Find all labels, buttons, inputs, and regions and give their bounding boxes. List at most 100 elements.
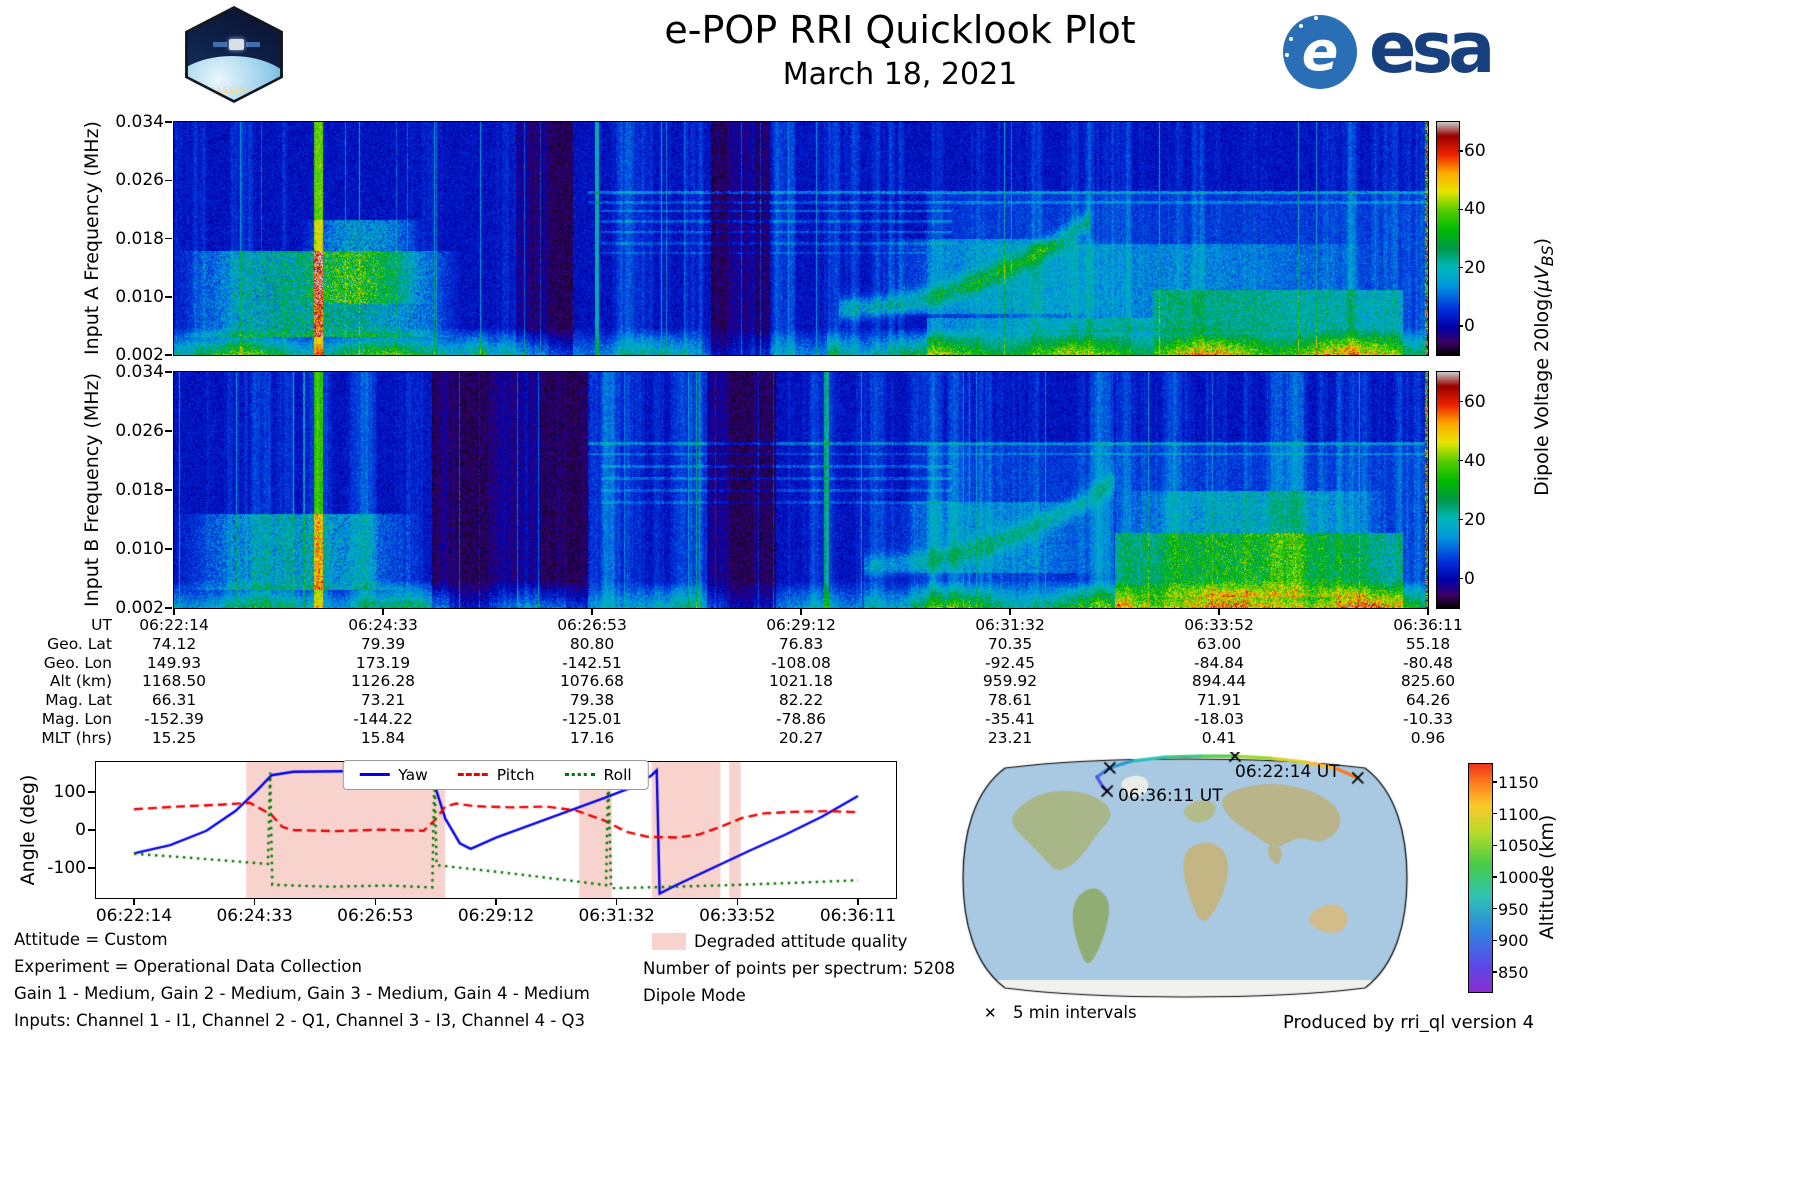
tick-mark — [1458, 325, 1463, 327]
page-title: e-POP RRI Quicklook Plot — [664, 8, 1136, 52]
dipole-mode-label: Dipole Mode — [643, 986, 746, 1005]
legend-label: Roll — [603, 765, 632, 784]
frequency-tick-label: 0.026 — [115, 421, 164, 441]
esa-emblem-letter: e — [1301, 20, 1339, 83]
degraded-label: Degraded attitude quality — [694, 932, 908, 951]
ephemeris-value: 74.12 — [151, 634, 197, 653]
tick-mark — [591, 609, 593, 615]
ephemeris-value: -108.08 — [771, 653, 831, 672]
tick-mark — [1492, 971, 1497, 973]
angle-tick-label: -100 — [47, 857, 86, 878]
voltage-tick-label: 40 — [1464, 450, 1486, 471]
legend-label: Pitch — [496, 765, 535, 784]
colorbar-label-close: ) — [1531, 237, 1554, 246]
tick-mark — [1492, 907, 1497, 910]
track-start-label: 06:22:14 UT — [1235, 762, 1340, 782]
ephemeris-value: 1021.18 — [768, 672, 834, 691]
esa-emblem-icon: e — [1283, 15, 1357, 89]
experiment-note: Experiment = Operational Data Collection — [14, 957, 362, 976]
ephemeris-value: -84.84 — [1194, 653, 1244, 672]
ephemeris-row-label: UT — [91, 616, 112, 634]
legend-item-pitch: Pitch — [457, 765, 535, 784]
tick-mark — [1458, 150, 1463, 152]
ephemeris-value: -92.45 — [985, 653, 1035, 672]
tick-mark — [1492, 876, 1497, 878]
ephemeris-value: 79.38 — [569, 691, 615, 710]
ephemeris-value: 06:33:52 — [1184, 616, 1254, 634]
ground-track-map — [960, 752, 1410, 1004]
tick-mark — [1458, 400, 1463, 403]
altitude-tick-label: 850 — [1498, 963, 1529, 982]
ephemeris-value: -152.39 — [144, 710, 204, 728]
yaw-line-swatch — [359, 773, 390, 776]
frequency-tick-label: 0.010 — [115, 286, 164, 307]
colorbar-label-unit: (μV — [1531, 266, 1554, 299]
tick-mark — [1492, 939, 1497, 942]
ephemeris-row-label: Geo. Lon — [43, 653, 112, 672]
ephemeris-value: 73.21 — [360, 691, 406, 710]
tick-mark — [88, 791, 95, 793]
ephemeris-value: 23.21 — [987, 728, 1033, 747]
ephemeris-value: 0.96 — [1410, 728, 1446, 747]
ephemeris-value: 55.18 — [1405, 634, 1451, 653]
tick-mark — [165, 548, 172, 550]
tick-mark — [165, 121, 172, 123]
ephemeris-row-label: Mag. Lat — [45, 691, 112, 710]
ephemeris-value: -10.33 — [1403, 710, 1453, 728]
voltage-tick-label: 60 — [1464, 141, 1486, 162]
frequency-tick-label: 0.034 — [115, 112, 164, 132]
dipole-voltage-colorbar-a — [1435, 120, 1460, 356]
esa-dot-icon — [1314, 16, 1318, 20]
ephemeris-value: 1126.28 — [350, 672, 416, 691]
tick-mark — [1458, 208, 1463, 211]
ephemeris-row-label: Alt (km) — [49, 672, 112, 691]
esa-dot-icon — [1285, 53, 1289, 57]
legend-label: Yaw — [398, 765, 428, 784]
time-tick-label: 06:33:52 — [699, 906, 776, 926]
altitude-axis-label: Altitude (km) — [1536, 814, 1558, 940]
ephemeris-value: 82.22 — [778, 691, 824, 710]
ephemeris-value: 64.26 — [1405, 691, 1451, 710]
tick-mark — [1492, 781, 1497, 783]
ephemeris-value: 70.35 — [987, 634, 1033, 653]
ephemeris-value: 06:26:53 — [557, 616, 627, 634]
colorbar-label-log: log — [1531, 298, 1554, 328]
altitude-tick-label: 950 — [1498, 899, 1529, 919]
tick-mark — [253, 899, 256, 905]
angle-tick-label: 0 — [75, 820, 86, 840]
produced-by: Produced by rri_ql version 4 — [1283, 1012, 1535, 1033]
ephemeris-value: 959.92 — [982, 672, 1038, 691]
colorbar-label-subscript: BS — [1537, 245, 1557, 267]
ephemeris-value: 1076.68 — [559, 672, 625, 691]
frequency-tick-label: 0.002 — [115, 345, 164, 365]
ephemeris-value: 06:31:32 — [975, 616, 1045, 634]
esa-wordmark: esa — [1369, 7, 1495, 89]
voltage-tick-label: 20 — [1464, 257, 1486, 278]
frequency-tick-label: 0.034 — [115, 362, 164, 382]
attitude-note: Attitude = Custom — [14, 930, 168, 949]
ephemeris-row-label: MLT (hrs) — [41, 728, 112, 747]
input-b-spectrogram — [172, 370, 1429, 609]
altitude-tick-label: 1050 — [1498, 836, 1539, 856]
voltage-tick-label: 40 — [1464, 199, 1486, 220]
ephemeris-value: -80.48 — [1403, 653, 1453, 672]
satellite-panel-icon — [246, 42, 260, 47]
tick-mark — [1492, 844, 1497, 847]
dipole-voltage-colorbar-b — [1435, 370, 1460, 609]
ephemeris-value: 78.61 — [987, 691, 1033, 710]
time-tick-label: 06:26:53 — [337, 906, 414, 926]
ephemeris-value: 15.84 — [360, 728, 406, 747]
ephemeris-value: 80.80 — [569, 634, 615, 653]
voltage-tick-label: 60 — [1464, 391, 1486, 412]
frequency-tick-label: 0.026 — [115, 170, 164, 191]
colorbar-label-prefix: Dipole Voltage 20 — [1531, 327, 1554, 496]
ephemeris-value: 66.31 — [151, 691, 197, 710]
cassiope-mission-patch-icon: CASSIOPE — [185, 6, 283, 103]
tick-mark — [1427, 609, 1429, 615]
legend-item-roll: Roll — [564, 765, 632, 784]
inputs-note: Inputs: Channel 1 - I1, Channel 2 - Q1, … — [14, 1011, 585, 1030]
attitude-legend: Yaw Pitch Roll — [342, 759, 649, 790]
tick-mark — [1009, 609, 1011, 615]
ephemeris-value: 0.41 — [1201, 728, 1237, 747]
